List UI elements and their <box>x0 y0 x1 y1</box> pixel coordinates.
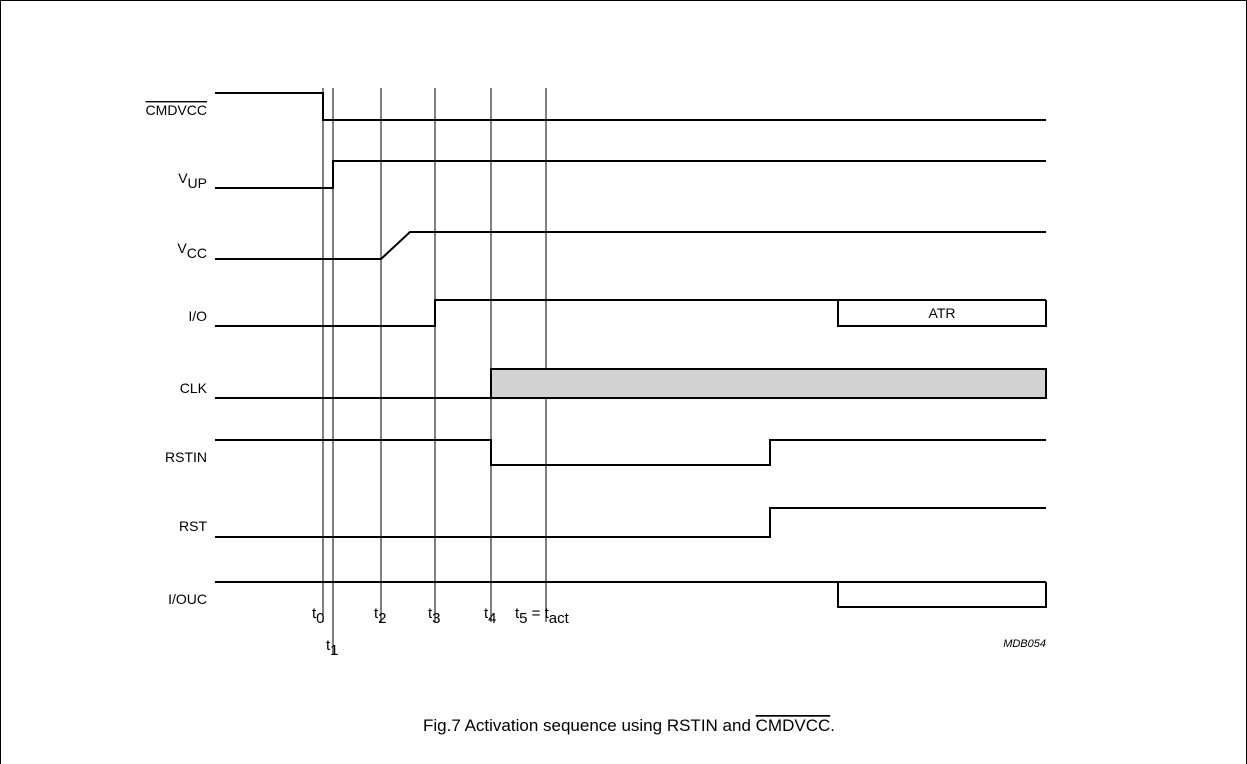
t3-label: t3 <box>428 605 441 627</box>
cmdvcc-waveform <box>215 92 1046 121</box>
t4-label: t4 <box>484 605 497 627</box>
clk-active-region <box>490 368 1047 399</box>
rst-waveform <box>215 507 1046 538</box>
iouc-label: I/OUC <box>168 591 207 607</box>
figure-caption: Fig.7 Activation sequence using RSTIN an… <box>423 716 835 735</box>
t5-label: t5 = tact <box>515 605 570 627</box>
atr-label: ATR <box>929 305 956 321</box>
t2-label: t2 <box>374 605 387 627</box>
vcc-label: VCC <box>177 240 207 261</box>
cmdvcc-label: CMDVCC <box>146 102 207 118</box>
io-label: I/O <box>188 308 207 324</box>
t0-label: t0 <box>312 605 325 627</box>
vup-label: VUP <box>178 170 207 191</box>
t1-label: t1 <box>326 637 339 659</box>
rst-label: RST <box>179 518 207 534</box>
atr-box <box>837 300 1047 327</box>
vcc-waveform <box>215 231 1046 260</box>
rstin-label: RSTIN <box>165 449 207 465</box>
rstin-waveform <box>215 439 1046 466</box>
clk-label: CLK <box>180 380 208 396</box>
vup-waveform <box>215 160 1046 189</box>
io-waveform <box>215 299 1046 327</box>
iouc-box <box>837 582 1047 608</box>
figure-reference-code: MDB054 <box>1003 638 1046 650</box>
